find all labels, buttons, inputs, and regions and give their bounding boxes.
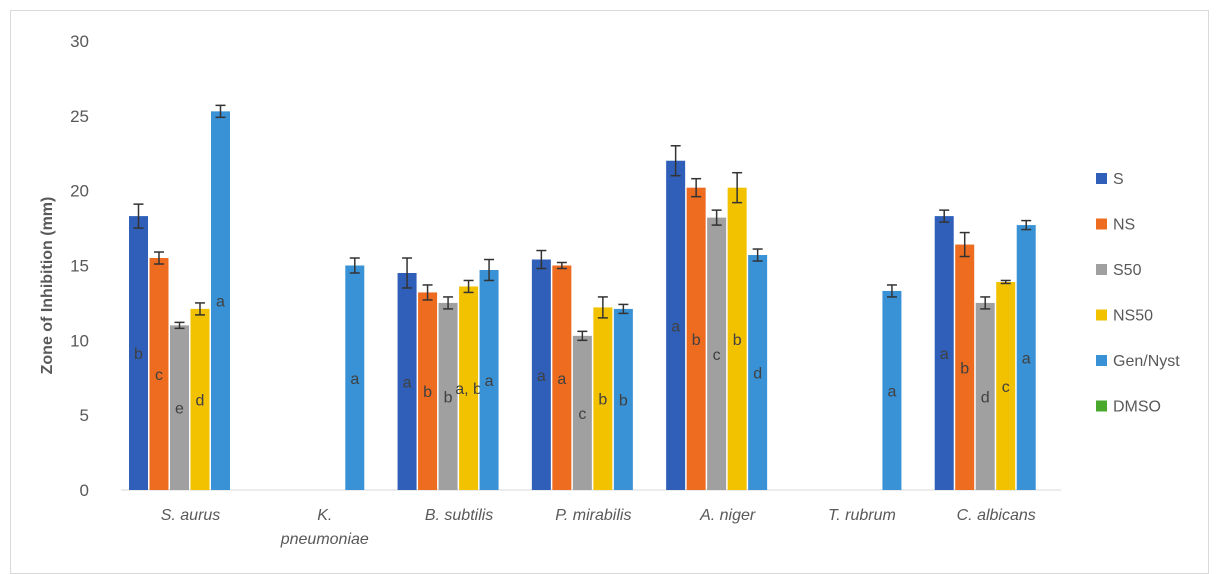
bar bbox=[1016, 225, 1036, 490]
bar bbox=[552, 265, 572, 490]
legend-label: NS bbox=[1113, 217, 1135, 234]
bar bbox=[459, 286, 479, 490]
bar bbox=[748, 255, 768, 490]
bar bbox=[479, 269, 499, 490]
bar-significance-label: b bbox=[692, 332, 701, 349]
legend-swatch bbox=[1096, 400, 1107, 412]
y-tick-label: 15 bbox=[70, 257, 89, 276]
bar bbox=[572, 335, 592, 490]
bar bbox=[345, 265, 365, 490]
bar bbox=[996, 281, 1016, 490]
legend-label: Gen/Nyst bbox=[1113, 353, 1180, 370]
bar-significance-label: a bbox=[1022, 351, 1031, 368]
y-tick-label: 0 bbox=[80, 481, 89, 500]
bar bbox=[211, 111, 230, 491]
legend-swatch bbox=[1096, 309, 1107, 321]
bar bbox=[955, 244, 975, 490]
bar bbox=[882, 290, 902, 490]
legend-swatch bbox=[1096, 173, 1107, 184]
category-label: C. albicans bbox=[957, 507, 1036, 524]
bar-significance-label: a bbox=[403, 374, 412, 391]
y-tick-label: 5 bbox=[80, 406, 89, 425]
bar-significance-label: d bbox=[753, 366, 762, 383]
bar bbox=[666, 160, 686, 490]
legend-label: S bbox=[1113, 171, 1124, 188]
category-labels: S. aurus K. pneumoniae B. subtilis P. mirabi… bbox=[161, 507, 1036, 548]
bar bbox=[531, 259, 551, 490]
bar-significance-label: b bbox=[733, 332, 742, 349]
legend-swatch bbox=[1096, 218, 1107, 230]
bar-significance-label: a bbox=[671, 318, 680, 335]
category-label: pneumoniae bbox=[280, 531, 369, 548]
bar bbox=[727, 187, 747, 490]
bar-significance-label: b bbox=[598, 392, 607, 409]
legend-swatch bbox=[1096, 264, 1107, 275]
category-label: A. niger bbox=[699, 507, 756, 524]
bar-significance-label: c bbox=[578, 406, 586, 423]
legend-label: DMSO bbox=[1113, 399, 1161, 416]
category-label: P. mirabilis bbox=[555, 507, 631, 524]
bar bbox=[975, 302, 995, 490]
bar bbox=[190, 308, 210, 490]
bar-significance-label: b bbox=[619, 392, 628, 409]
bar-significance-label: c bbox=[1002, 379, 1010, 396]
y-tick-label: 25 bbox=[70, 107, 89, 126]
legend-label: NS50 bbox=[1113, 308, 1153, 325]
bar-significance-label: b bbox=[423, 384, 432, 401]
bar bbox=[613, 308, 633, 490]
bar-significance-label: c bbox=[155, 367, 163, 384]
category-label: S. aurus bbox=[161, 507, 221, 524]
category-label: K. bbox=[317, 507, 332, 524]
y-tick-label: 10 bbox=[70, 331, 89, 350]
bar-significance-label: b bbox=[134, 346, 143, 363]
bar-significance-label: a, b bbox=[455, 381, 482, 398]
bar-significance-label: d bbox=[196, 392, 205, 409]
bar bbox=[934, 216, 954, 491]
y-tick-label: 20 bbox=[70, 182, 89, 201]
bar-significance-label: a bbox=[216, 294, 225, 311]
legend-swatch bbox=[1096, 355, 1107, 366]
legend-label: S50 bbox=[1113, 262, 1142, 279]
category-label: T. rubrum bbox=[828, 507, 896, 524]
bar-significance-label: a bbox=[557, 371, 566, 388]
y-axis-ticks: 0 5 10 15 20 25 30 bbox=[70, 32, 89, 500]
y-tick-label: 30 bbox=[70, 32, 89, 51]
bar bbox=[438, 302, 458, 490]
bar bbox=[593, 307, 613, 490]
bar bbox=[686, 187, 706, 490]
bar-significance-label: a bbox=[485, 373, 494, 390]
bar bbox=[129, 216, 148, 491]
bar-significance-label: b bbox=[960, 360, 969, 377]
bar-significance-label: b bbox=[444, 389, 453, 406]
bar-significance-label: e bbox=[175, 401, 184, 418]
bar-significance-label: a bbox=[350, 371, 359, 388]
bar bbox=[418, 292, 438, 490]
bar-significance-label: a bbox=[537, 368, 546, 385]
legend: S NS S50 NS50 Gen/Nyst DMSO bbox=[1096, 171, 1180, 416]
bar bbox=[170, 325, 189, 490]
bar bbox=[707, 217, 727, 490]
bar bbox=[149, 258, 169, 490]
bar-significance-label: d bbox=[981, 389, 990, 406]
bar-significance-label: c bbox=[713, 347, 721, 364]
category-label: B. subtilis bbox=[425, 507, 493, 524]
y-axis-label: Zone of Inhibition (mm) bbox=[39, 197, 56, 375]
bar-significance-label: a bbox=[887, 383, 896, 400]
bar bbox=[397, 272, 417, 490]
bar-significance-label: a bbox=[940, 346, 949, 363]
